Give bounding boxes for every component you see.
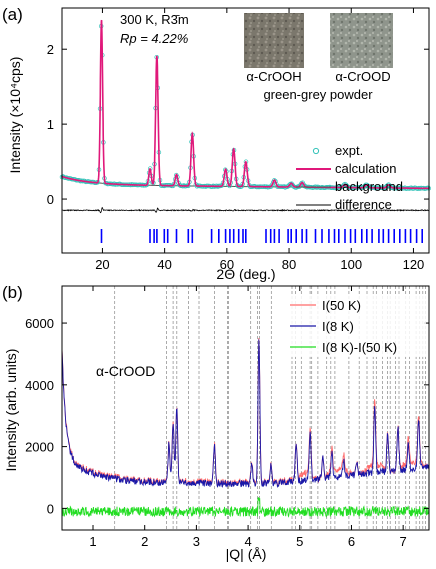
legend-50K-label: I(50 K) <box>322 298 361 313</box>
legend-calc-label: calculation <box>335 161 396 176</box>
y-tick-label: 6000 <box>25 316 54 331</box>
legend-difference-label: difference <box>335 197 392 212</box>
x-tick-label: 2 <box>141 534 148 549</box>
panel-a-y-axis: 0 1 2 <box>47 42 429 207</box>
inset-caption: green-grey powder <box>263 87 373 102</box>
expt-point <box>287 182 292 187</box>
sample-photo-crooh <box>244 13 304 68</box>
legend-8K-label: I(8 K) <box>322 319 354 334</box>
panel-a-diff-curve <box>61 206 430 214</box>
panel-a-frame <box>61 7 430 254</box>
panel-b-legend: I(50 K) I(8 K) I(8 K)-I(50 K) <box>284 295 426 357</box>
panel-b-y-axis: 0 2000 4000 6000 <box>25 316 429 516</box>
panel-b: (b) 1 2 3 4 5 6 7 0 2000 4000 6000 |Q| (Å) Intens… <box>2 283 430 562</box>
y-tick-label: 4000 <box>25 378 54 393</box>
x-tick-label: 100 <box>340 257 362 272</box>
expt-point <box>272 178 277 183</box>
panel-a: (a) 20 40 60 80 100 120 0 1 2 2Θ (deg.) Intensi… <box>2 5 432 282</box>
difference-curve <box>61 206 430 214</box>
panel-a-label: (a) <box>2 5 23 24</box>
expt-point <box>269 182 275 187</box>
x-tick-label: 3 <box>193 534 200 549</box>
y-tick-label: 2 <box>47 42 54 57</box>
legend-diff-label: I(8 K)-I(50 K) <box>322 340 397 355</box>
x-tick-label: 20 <box>95 257 109 272</box>
inset-label-crood: α-CrOOD <box>335 69 390 84</box>
panel-b-label: (b) <box>2 283 23 302</box>
series-diff-line <box>61 497 430 518</box>
y-tick-label: 0 <box>47 501 54 516</box>
panel-a-bragg-ticks <box>100 229 424 243</box>
x-tick-label: 4 <box>244 534 251 549</box>
panel-a-annotation-line2: Rp = 4.22% <box>120 31 188 46</box>
legend-background-label: background <box>335 179 403 194</box>
x-tick-label: 6 <box>348 534 355 549</box>
x-tick-label: 7 <box>400 534 407 549</box>
x-tick-label: 40 <box>157 257 171 272</box>
x-tick-label: 80 <box>282 257 296 272</box>
legend-expt-marker <box>312 147 320 155</box>
y-tick-label: 0 <box>47 192 54 207</box>
x-tick-label: 120 <box>403 257 425 272</box>
x-tick-label: 60 <box>220 257 234 272</box>
panel-a-xlabel: 2Θ (deg.) <box>216 266 275 282</box>
panel-b-xlabel: |Q| (Å) <box>226 546 267 562</box>
panel-a-annotation-line1: 300 K, R3̄m <box>120 12 189 27</box>
panel-b-series-diff <box>61 497 430 518</box>
panel-b-series-50K <box>61 337 430 487</box>
panel-a-ylabel: Intensity (×10⁴cps) <box>7 57 23 174</box>
sample-photo-crood <box>330 13 393 68</box>
x-tick-label: 1 <box>89 534 96 549</box>
legend-expt-label: expt. <box>335 143 363 158</box>
expt-point <box>219 183 225 188</box>
inset-label-crooh: α-CrOOH <box>246 69 301 84</box>
y-tick-label: 1 <box>47 117 54 132</box>
series-8K-line <box>61 339 430 489</box>
expt-point <box>362 183 367 189</box>
y-tick-label: 2000 <box>25 440 54 455</box>
calculation-curve <box>61 19 429 190</box>
panel-a-calc-curve <box>61 19 429 190</box>
series-50K-line <box>61 337 430 487</box>
panel-b-x-axis: 1 2 3 4 5 6 7 <box>89 286 407 549</box>
panel-a-legend: expt. calculation background difference <box>296 143 403 212</box>
panel-b-ylabel: Intensity (arb. units) <box>3 349 19 472</box>
panel-b-sample-label: α-CrOOD <box>96 363 155 379</box>
panel-b-series-8K <box>61 339 430 489</box>
panel-a-x-axis: 20 40 60 80 100 120 <box>95 8 424 272</box>
x-tick-label: 5 <box>296 534 303 549</box>
panel-b-frame <box>61 285 430 531</box>
